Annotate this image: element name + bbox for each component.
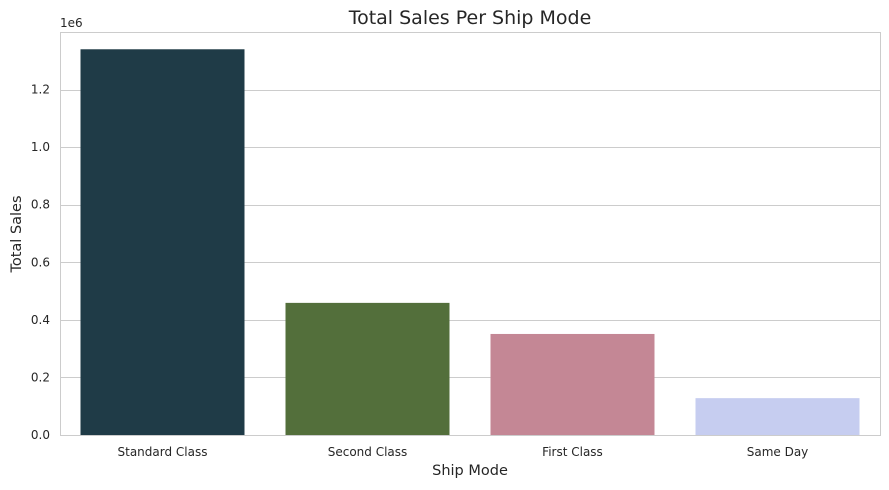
x-tick-label: Standard Class: [118, 445, 208, 459]
y-tick-label: 1.2: [31, 83, 50, 97]
x-tick-labels: Standard Class Second Class First Class Sam…: [118, 445, 809, 459]
y-tick-label: 0.6: [31, 255, 50, 269]
plot-frame: [60, 32, 881, 436]
bars: [80, 49, 860, 436]
y-tick-label: 0.8: [31, 198, 50, 212]
y-tick-label: 0.2: [31, 370, 50, 384]
x-tick-label: First Class: [542, 445, 603, 459]
x-tick-label: Second Class: [328, 445, 408, 459]
x-axis-label: Ship Mode: [432, 463, 508, 479]
y-tick-label: 1.0: [31, 140, 50, 154]
y-axis-label: Total Sales: [9, 195, 25, 273]
y-scale-exponent: 1e6: [60, 16, 83, 30]
bar-first-class: [490, 333, 655, 435]
y-tick-label: 0.0: [31, 428, 50, 442]
y-tick-label: 0.4: [31, 313, 50, 327]
y-tick-labels: 0.0 0.2 0.4 0.6 0.8 1.0 1.2: [31, 83, 50, 442]
bar-same-day: [695, 398, 860, 435]
x-tick-label: Same Day: [747, 445, 809, 459]
bar-second-class: [285, 302, 450, 435]
chart-title: Total Sales Per Ship Mode: [348, 7, 592, 29]
bar-standard-class: [80, 49, 245, 436]
